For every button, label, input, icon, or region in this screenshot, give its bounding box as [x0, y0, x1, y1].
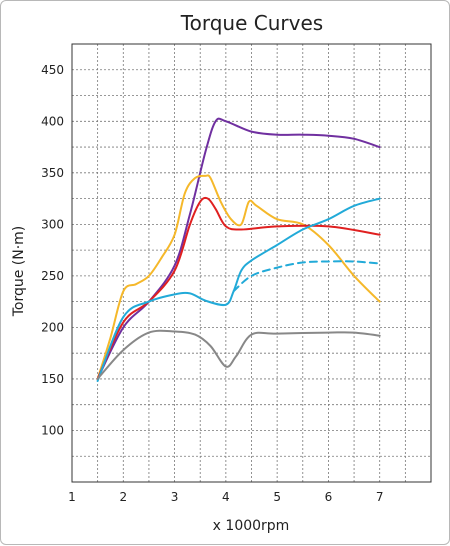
x-tick-label: 2	[119, 490, 127, 504]
x-tick-label: 6	[325, 490, 333, 504]
y-tick-label: 250	[41, 269, 64, 283]
y-tick-labels: 100 150 200 250 300 350 400 450	[41, 63, 64, 438]
x-tick-label: 1	[68, 490, 76, 504]
y-tick-label: 400	[41, 114, 64, 128]
series-line-1	[96, 117, 381, 380]
x-tick-label: 4	[222, 490, 230, 504]
x-tick-label: 5	[273, 490, 281, 504]
series-line-2	[96, 174, 381, 380]
y-tick-label: 200	[41, 320, 64, 334]
y-tick-label: 450	[41, 63, 64, 77]
chart-title: Torque Curves	[180, 11, 323, 35]
x-axis-label: x 1000rpm	[213, 518, 290, 534]
y-axis-label: Torque (N·m)	[11, 226, 27, 318]
x-tick-labels: 1 2 3 4 5 6 7	[68, 490, 383, 504]
x-tick-label: 3	[171, 490, 179, 504]
y-tick-label: 300	[41, 217, 64, 231]
x-tick-label: 7	[376, 490, 384, 504]
series-line-6	[96, 329, 381, 380]
y-tick-label: 100	[41, 423, 64, 437]
y-tick-label: 350	[41, 166, 64, 180]
y-tick-label: 150	[41, 372, 64, 386]
grid	[72, 44, 431, 482]
series-lines	[96, 117, 381, 382]
plot-border	[71, 43, 432, 483]
series-line-5	[232, 260, 381, 293]
